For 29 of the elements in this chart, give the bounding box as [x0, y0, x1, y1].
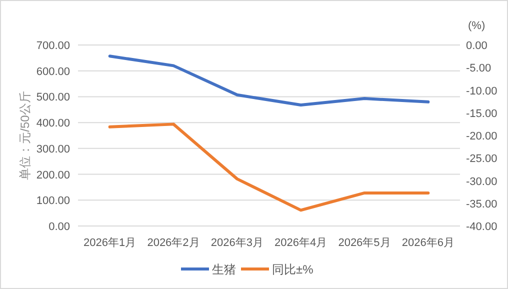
x-tick-label: 2026年6月	[402, 237, 454, 249]
y-tick-label: 700.00	[36, 40, 70, 52]
y2-tick-label: -25.00	[466, 153, 498, 166]
x-tick-label: 2026年1月	[84, 237, 136, 249]
y-tick-label: 400.00	[36, 118, 70, 130]
y2-tick-label: -20.00	[466, 130, 498, 142]
y2-tick-label: -30.00	[466, 176, 498, 188]
y2-tick-label: -40.00	[466, 221, 498, 233]
y2-tick-label: -15.00	[466, 108, 498, 120]
y2-tick-label: -5.00	[466, 62, 492, 75]
legend-label: 同比±%	[272, 262, 314, 276]
y-tick-label: 200.00	[36, 169, 70, 182]
y2-axis-title: (%)	[468, 20, 486, 32]
y2-tick-label: 0.00	[466, 40, 488, 52]
x-tick-label: 2026年2月	[147, 237, 200, 249]
legend-label: 生猪	[212, 262, 236, 276]
line-series	[108, 54, 430, 106]
y-tick-label: 0.00	[48, 221, 70, 233]
line-series	[108, 122, 430, 212]
x-tick-label: 2026年5月	[338, 237, 391, 249]
y-tick-label: 300.00	[36, 143, 70, 156]
x-tick-label: 2026年4月	[274, 237, 328, 249]
y2-tick-label: -35.00	[466, 198, 498, 210]
y-axis-title: 单位：元/50公斤	[18, 91, 32, 180]
y2-tick-label: -10.00	[466, 85, 498, 98]
x-tick-label: 2026年3月	[210, 237, 264, 249]
y-tick-label: 100.00	[36, 195, 70, 208]
y-tick-label: 500.00	[36, 92, 70, 104]
y-tick-label: 600.00	[36, 66, 70, 78]
